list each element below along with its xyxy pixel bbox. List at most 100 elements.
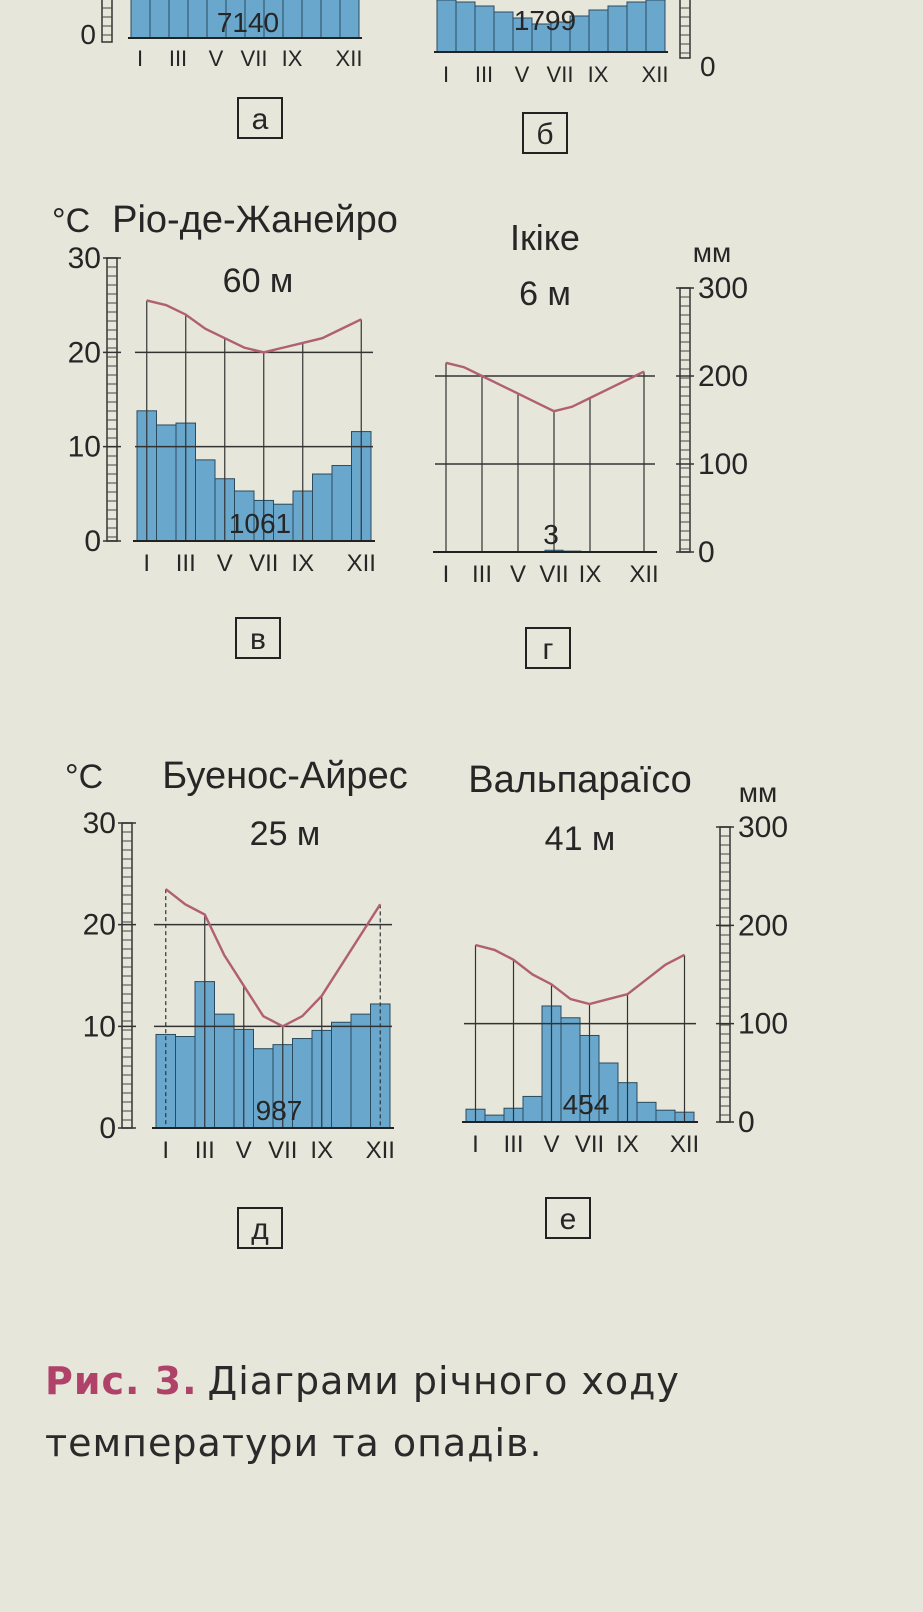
panel-letter-b: б bbox=[536, 118, 553, 151]
temp-tick-label: 20 bbox=[68, 336, 101, 369]
month-tick-label: III bbox=[475, 62, 493, 87]
month-tick-label: III bbox=[195, 1137, 215, 1164]
annual-precip-total: 987 bbox=[256, 1095, 303, 1126]
precip-tick-label: 200 bbox=[698, 360, 748, 393]
month-tick-label: XII bbox=[670, 1131, 699, 1158]
axis-ruler-d bbox=[121, 822, 133, 1129]
precip-bar bbox=[522, 1095, 543, 1123]
month-tick-label: V bbox=[543, 1131, 559, 1158]
precip-bar bbox=[312, 473, 333, 542]
precip-bar bbox=[187, 0, 208, 39]
precip-bar bbox=[320, 0, 341, 39]
axis-ruler-v-frame bbox=[106, 257, 118, 542]
month-tick-label: I bbox=[137, 46, 143, 71]
precip-bar bbox=[130, 0, 151, 39]
panel-letter-e-box bbox=[545, 1197, 591, 1239]
annual-precip-total: 1061 bbox=[229, 508, 291, 539]
figure-caption: Рис. 3. Діаграми річного ходу температури… bbox=[45, 1350, 905, 1474]
station-name: Буенос-Айрес bbox=[162, 755, 407, 797]
panel-letter-a: а bbox=[252, 103, 269, 136]
annual-precip-total: 3 bbox=[543, 519, 559, 550]
precip-tick-label: 200 bbox=[738, 909, 788, 942]
precip-bar bbox=[474, 5, 495, 53]
month-tick-label: III bbox=[169, 46, 187, 71]
temperature-line bbox=[146, 299, 362, 354]
temp-tick-label: 30 bbox=[83, 807, 116, 840]
axis-ruler-b bbox=[679, 0, 691, 59]
month-tick-label: XII bbox=[629, 561, 658, 588]
axis-ruler-g-frame bbox=[679, 287, 691, 553]
precip-bar bbox=[436, 0, 457, 53]
annual-precip-total: 7140 bbox=[217, 7, 279, 38]
month-tick-label: XII bbox=[336, 46, 363, 71]
month-tick-label: XII bbox=[366, 1137, 395, 1164]
month-tick-label: I bbox=[162, 1137, 169, 1164]
temperature-line bbox=[445, 361, 645, 413]
temp-tick-label: 0 bbox=[84, 525, 101, 558]
panel-letter-b-box bbox=[522, 112, 568, 154]
month-tick-label: V bbox=[209, 46, 224, 71]
panel-letter-v: в bbox=[250, 623, 266, 656]
temp-tick-label: 30 bbox=[68, 242, 101, 275]
panel-letter-g-box bbox=[525, 627, 571, 669]
panel-letter-v-box bbox=[235, 617, 281, 659]
precip-bar bbox=[655, 1109, 676, 1123]
month-tick-label: VII bbox=[547, 62, 574, 87]
precip-tick-label: 100 bbox=[738, 1008, 788, 1041]
precip-bar bbox=[195, 459, 216, 542]
precip-bar bbox=[645, 0, 666, 53]
precip-bar bbox=[175, 1036, 196, 1129]
axis-ruler-g bbox=[679, 287, 691, 553]
month-tick-label: VII bbox=[241, 46, 268, 71]
panel-letter-g-group: г bbox=[525, 627, 571, 669]
month-tick-label: XII bbox=[642, 62, 669, 87]
temperature-line bbox=[475, 943, 686, 1006]
station-elevation: 6 м bbox=[519, 275, 571, 313]
station-name: Вальпараїсо bbox=[468, 759, 692, 801]
precip-bar bbox=[331, 1021, 352, 1129]
month-tick-label: VII bbox=[539, 561, 568, 588]
month-tick-label: V bbox=[217, 550, 233, 577]
precip-bar bbox=[331, 465, 352, 542]
month-tick-label: V bbox=[510, 561, 526, 588]
month-tick-label: V bbox=[515, 62, 530, 87]
precip-unit-label: мм bbox=[693, 237, 732, 268]
temp-tick-label: 0 bbox=[80, 19, 96, 50]
month-tick-label: I bbox=[443, 561, 450, 588]
month-tick-label: I bbox=[143, 550, 150, 577]
precip-bar bbox=[214, 1013, 235, 1129]
caption-text: Діаграми річного ходу температури та опа… bbox=[45, 1359, 680, 1465]
month-tick-label: V bbox=[236, 1137, 252, 1164]
station-name: Ікіке bbox=[510, 217, 580, 258]
precip-bar bbox=[301, 0, 322, 39]
axis-ruler-a bbox=[101, 0, 113, 43]
precip-bar bbox=[149, 0, 170, 39]
panel-letter-v-group: в bbox=[235, 617, 281, 659]
precip-tick-label: 0 bbox=[738, 1106, 755, 1139]
temp-tick-label: 0 bbox=[99, 1112, 116, 1145]
month-tick-label: III bbox=[176, 550, 196, 577]
precip-bar bbox=[350, 1013, 371, 1129]
precip-tick-label: 300 bbox=[738, 811, 788, 844]
month-tick-label: VII bbox=[575, 1131, 604, 1158]
month-tick-label: I bbox=[443, 62, 449, 87]
month-tick-label: IX bbox=[291, 550, 314, 577]
precip-bar bbox=[455, 1, 476, 53]
precip-bar bbox=[626, 1, 647, 53]
month-tick-label: IX bbox=[579, 561, 602, 588]
panel-letter-d-group: д bbox=[237, 1207, 283, 1249]
axis-ruler-a-frame bbox=[101, 0, 113, 43]
station-elevation: 41 м bbox=[545, 820, 616, 858]
station-elevation: 60 м bbox=[223, 262, 294, 300]
precip-tick-label: 300 bbox=[698, 272, 748, 305]
precip-bar bbox=[493, 11, 514, 53]
precip-bar bbox=[484, 1114, 505, 1123]
precip-tick-label: 100 bbox=[698, 448, 748, 481]
month-tick-label: VII bbox=[249, 550, 278, 577]
month-tick-label: III bbox=[503, 1131, 523, 1158]
